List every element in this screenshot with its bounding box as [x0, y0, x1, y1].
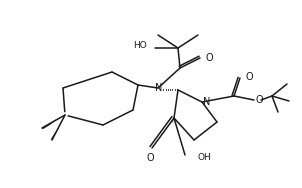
- Text: HO: HO: [133, 40, 147, 49]
- Text: O: O: [146, 153, 154, 163]
- Text: N: N: [203, 97, 210, 107]
- Text: O: O: [245, 72, 253, 82]
- Text: OH: OH: [197, 152, 211, 161]
- Text: O: O: [255, 95, 263, 105]
- Text: N: N: [155, 83, 163, 93]
- Text: O: O: [205, 53, 213, 63]
